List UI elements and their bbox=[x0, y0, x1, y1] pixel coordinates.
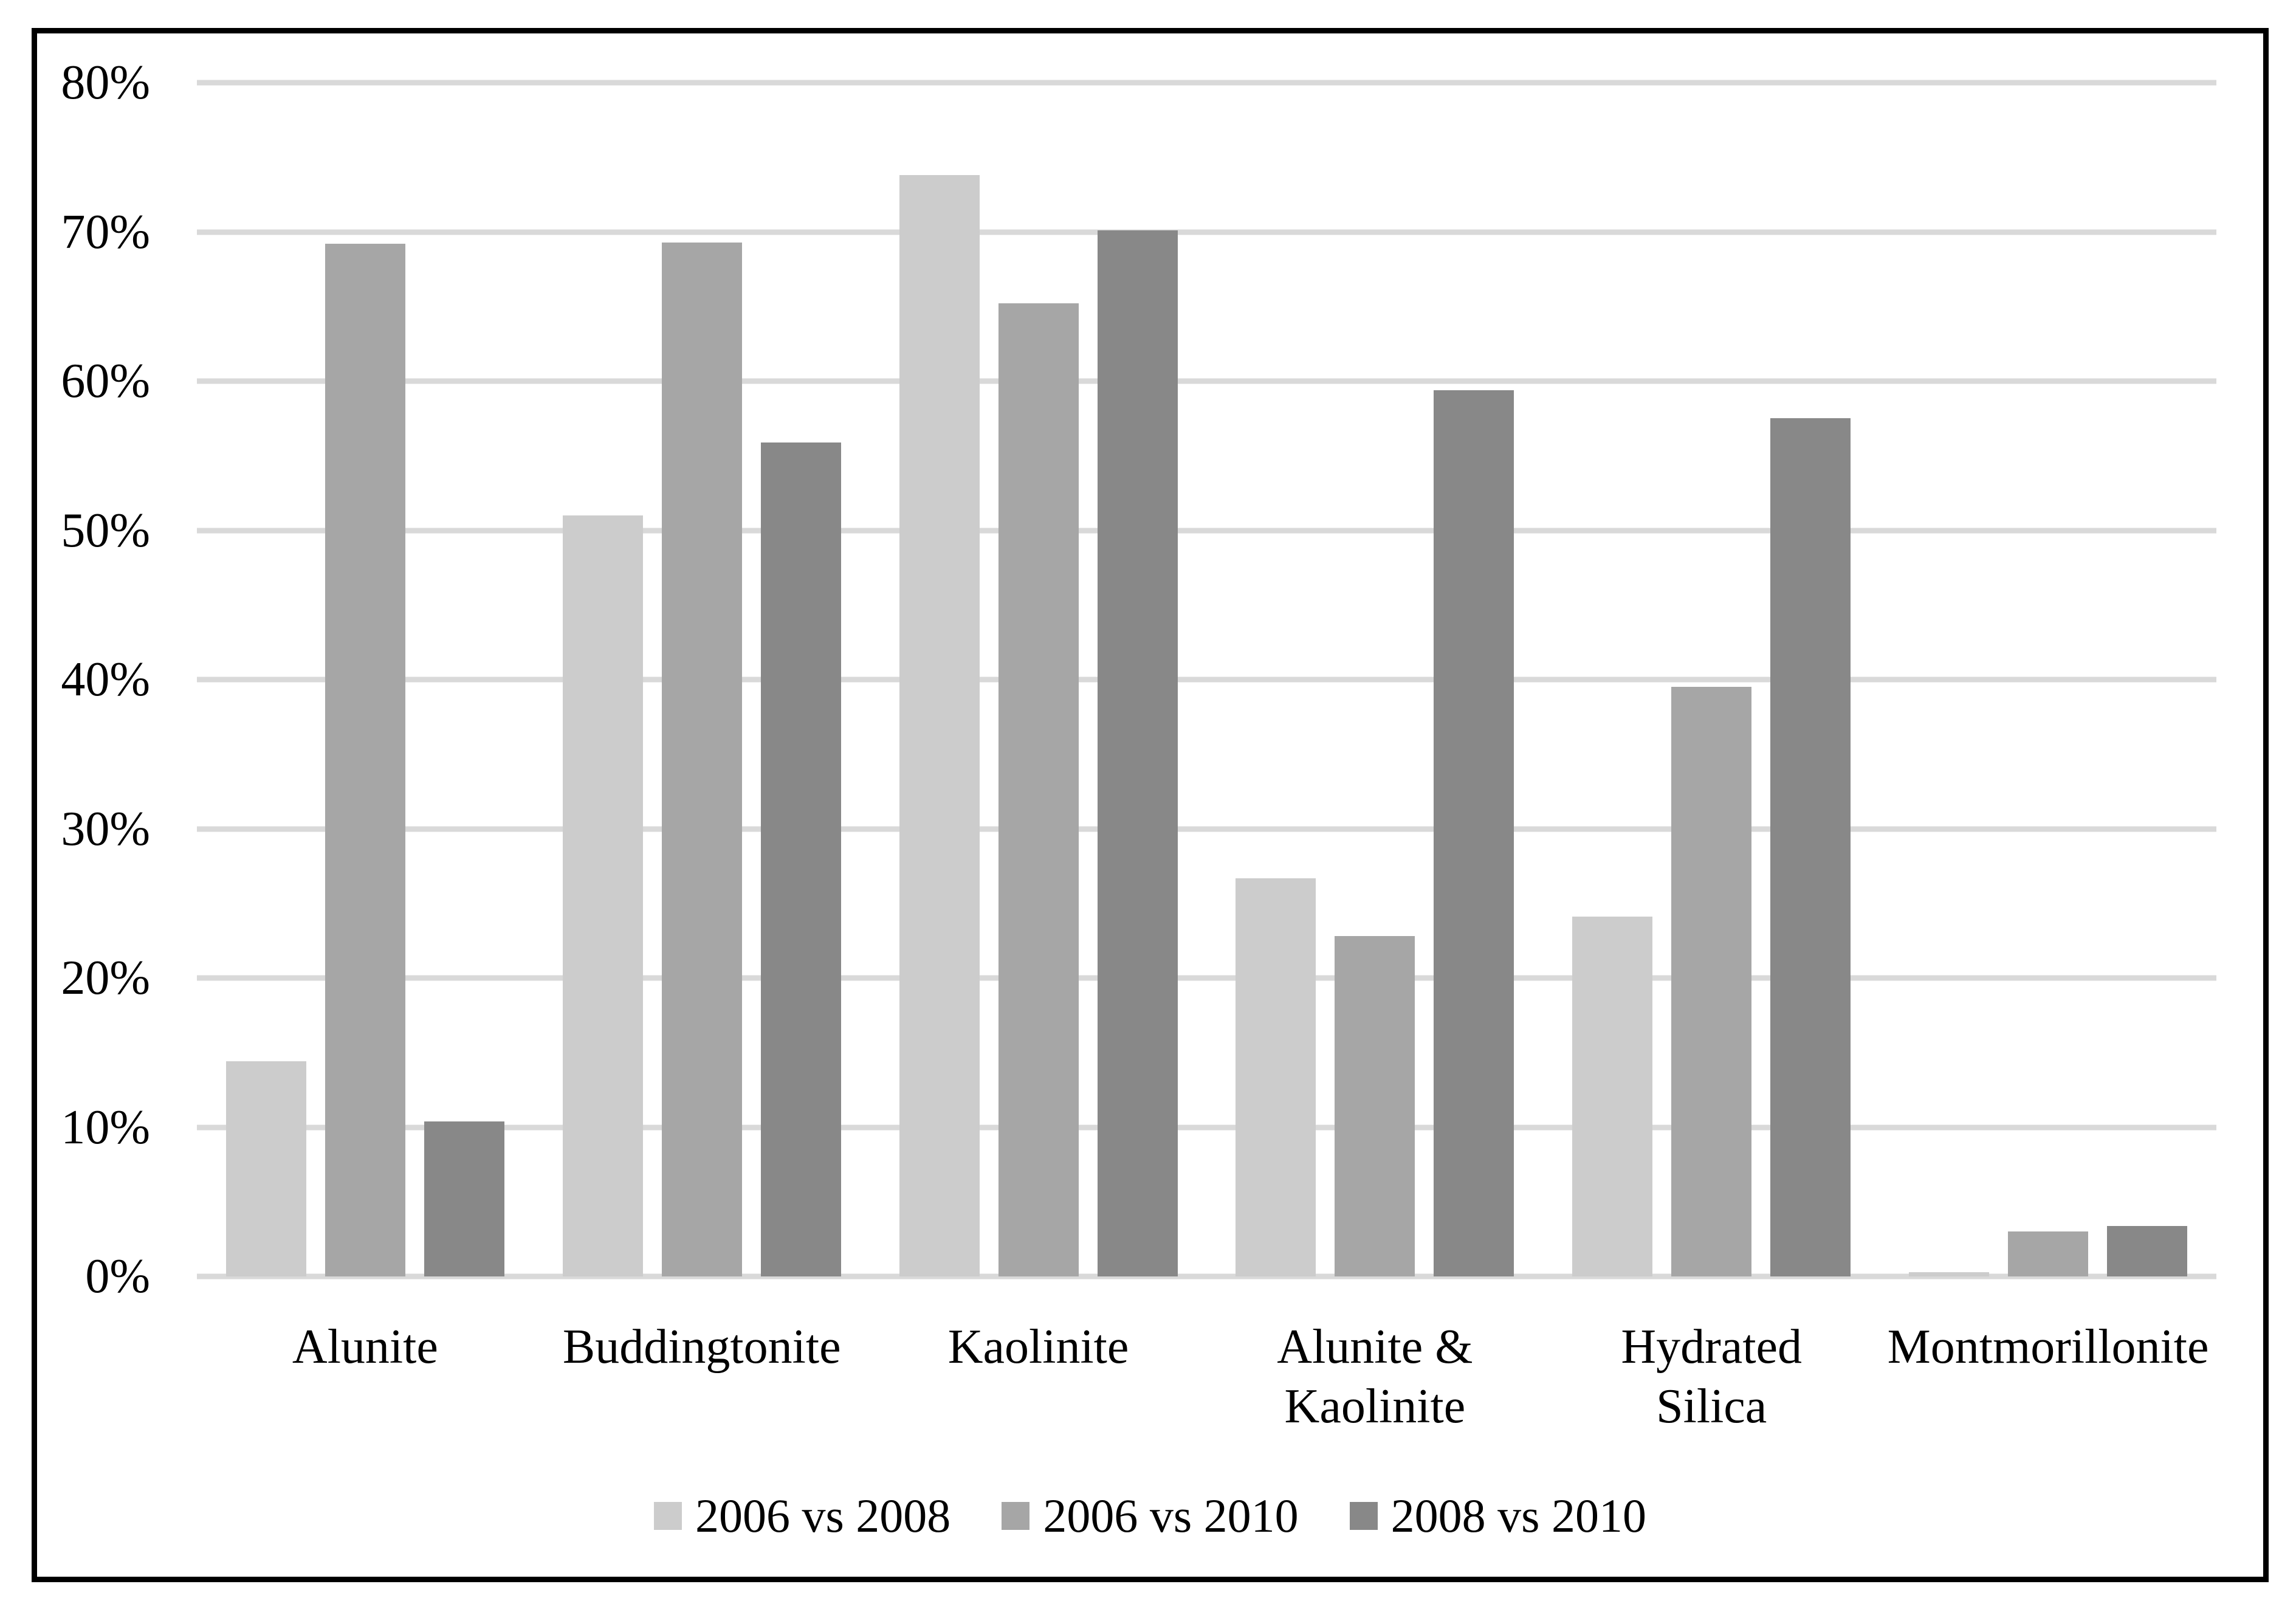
y-axis-tick-30: 30% bbox=[61, 802, 150, 856]
gridline-40 bbox=[197, 677, 2216, 683]
y-axis-tick-50: 50% bbox=[61, 503, 150, 557]
bar-alunite-2008-vs-2010 bbox=[424, 1121, 504, 1276]
y-axis-tick-40: 40% bbox=[61, 653, 150, 706]
y-axis-tick-20: 20% bbox=[61, 951, 150, 1005]
gridline-0 bbox=[197, 1273, 2216, 1279]
bar-groups bbox=[197, 83, 2216, 1276]
bar-kaolinite-2006-vs-2010 bbox=[998, 303, 1079, 1276]
category-group-kaolinite bbox=[870, 83, 1207, 1276]
legend-entry-2006-vs-2008: 2006 vs 2008 bbox=[653, 1489, 951, 1542]
y-axis-tick-70: 70% bbox=[61, 205, 150, 259]
legend-label-2006-vs-2008: 2006 vs 2008 bbox=[695, 1489, 951, 1542]
bar-hydrated-silica-2006-vs-2010 bbox=[1671, 687, 1752, 1276]
category-group-buddingtonite bbox=[534, 83, 870, 1276]
plot-area bbox=[197, 80, 2216, 1279]
legend-label-2008-vs-2010: 2008 vs 2010 bbox=[1390, 1489, 1647, 1542]
x-axis-label-montmorillonite: Montmorillonite bbox=[1887, 1320, 2209, 1374]
legend: 2006 vs 2008 2006 vs 2010 2008 vs 2010 bbox=[37, 1492, 2263, 1540]
legend-entry-2008-vs-2010: 2008 vs 2010 bbox=[1349, 1489, 1647, 1542]
category-group-alunite bbox=[197, 83, 534, 1276]
category-group-montmorillonite bbox=[1880, 83, 2216, 1276]
bar-montmorillonite-2006-vs-2010 bbox=[2008, 1231, 2089, 1276]
bar-alunite-kaolinite-2008-vs-2010 bbox=[1434, 390, 1514, 1276]
y-axis-tick-0: 0% bbox=[85, 1250, 150, 1303]
gridline-50 bbox=[197, 528, 2216, 533]
gridline-10 bbox=[197, 1124, 2216, 1130]
gridline-30 bbox=[197, 826, 2216, 832]
gridline-60 bbox=[197, 378, 2216, 384]
bar-montmorillonite-2006-vs-2008 bbox=[1909, 1272, 1990, 1276]
bar-hydrated-silica-2006-vs-2008 bbox=[1572, 917, 1653, 1276]
category-group-hydrated-silica bbox=[1543, 83, 1880, 1276]
legend-entry-2006-vs-2010: 2006 vs 2010 bbox=[1002, 1489, 1299, 1542]
bar-alunite-2006-vs-2010 bbox=[325, 244, 405, 1276]
y-axis-tick-80: 80% bbox=[61, 56, 150, 109]
x-axis-label-buddingtonite: Buddingtonite bbox=[562, 1320, 841, 1374]
x-axis-category-labels: Alunite Buddingtonite Kaolinite Alunite & K… bbox=[197, 1317, 2216, 1436]
category-group-alunite-kaolinite bbox=[1206, 83, 1543, 1276]
bar-kaolinite-2008-vs-2010 bbox=[1097, 230, 1178, 1276]
legend-swatch-2008-vs-2010 bbox=[1349, 1502, 1378, 1530]
y-axis: 80% 70% 60% 50% 40% 30% 20% 10% 0% bbox=[37, 58, 150, 1301]
x-axis-label-alunite-kaolinite: Alunite & Kaolinite bbox=[1277, 1320, 1473, 1433]
bar-alunite-kaolinite-2006-vs-2010 bbox=[1335, 936, 1415, 1276]
legend-swatch-2006-vs-2010 bbox=[1002, 1502, 1030, 1530]
bar-hydrated-silica-2008-vs-2010 bbox=[1770, 418, 1851, 1276]
x-axis-label-hydrated-silica: Hydrated Silica bbox=[1621, 1320, 1803, 1433]
x-axis-label-kaolinite: Kaolinite bbox=[947, 1320, 1129, 1374]
bar-alunite-2006-vs-2008 bbox=[225, 1061, 306, 1276]
chart-frame: 80% 70% 60% 50% 40% 30% 20% 10% 0% Alunite Buddin… bbox=[32, 28, 2269, 1582]
bar-montmorillonite-2008-vs-2010 bbox=[2107, 1225, 2188, 1276]
bar-kaolinite-2006-vs-2008 bbox=[899, 175, 980, 1276]
x-axis-label-alunite: Alunite bbox=[292, 1320, 438, 1374]
bar-buddingtonite-2006-vs-2008 bbox=[562, 515, 643, 1276]
bar-alunite-kaolinite-2006-vs-2008 bbox=[1236, 878, 1316, 1276]
y-axis-tick-60: 60% bbox=[61, 354, 150, 408]
gridline-70 bbox=[197, 229, 2216, 235]
y-axis-tick-10: 10% bbox=[61, 1100, 150, 1154]
gridline-20 bbox=[197, 975, 2216, 981]
bar-buddingtonite-2006-vs-2010 bbox=[661, 242, 742, 1276]
legend-label-2006-vs-2010: 2006 vs 2010 bbox=[1043, 1489, 1299, 1542]
bar-buddingtonite-2008-vs-2010 bbox=[760, 442, 841, 1276]
legend-swatch-2006-vs-2008 bbox=[653, 1502, 682, 1530]
gridline-80 bbox=[197, 80, 2216, 86]
